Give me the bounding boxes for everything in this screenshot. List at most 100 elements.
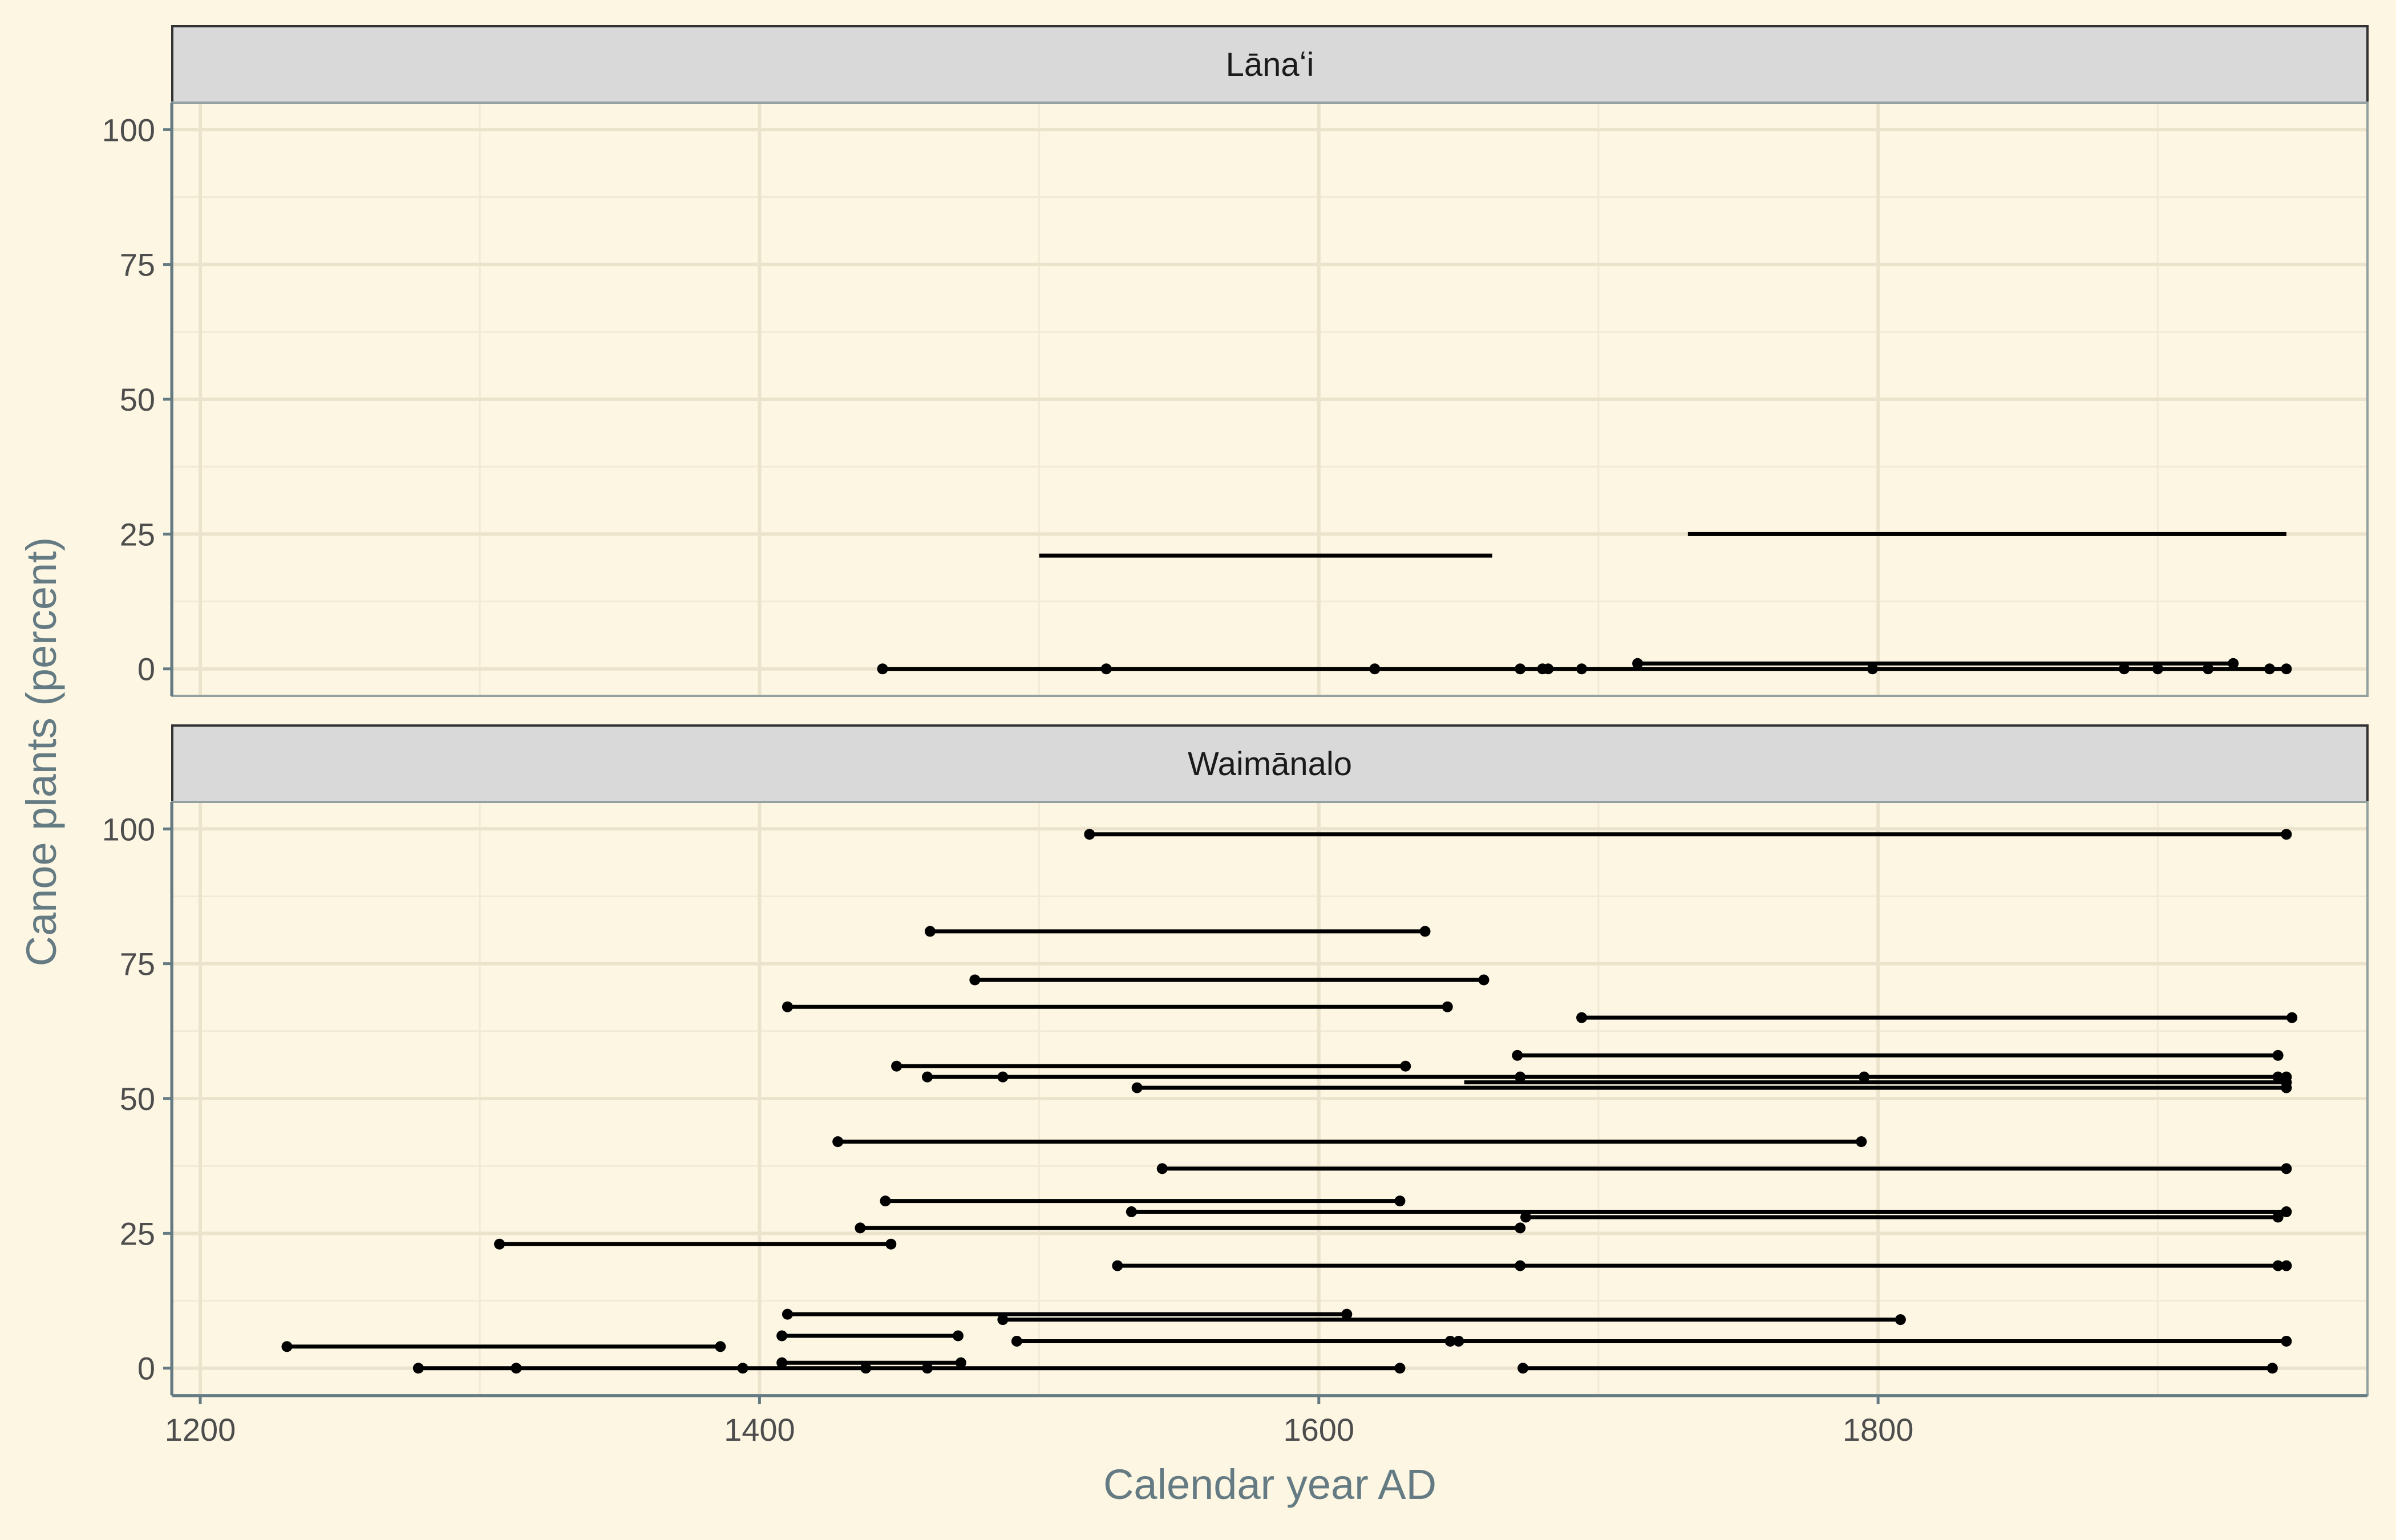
y-tick-label: 25: [120, 1215, 155, 1251]
strip-label-lanai: Lānaʻi: [1226, 46, 1314, 83]
data-point: [1084, 829, 1095, 840]
data-point: [2267, 1363, 2278, 1374]
data-point: [885, 1238, 897, 1250]
data-point: [2203, 663, 2214, 675]
data-point: [281, 1341, 293, 1352]
data-point: [1394, 1195, 1406, 1207]
strip-label-waimanalo: Waimānalo: [1188, 745, 1352, 783]
data-point: [1112, 1260, 1123, 1271]
x-tick-label: 1800: [1843, 1412, 1914, 1448]
data-point: [715, 1341, 726, 1352]
data-point: [1895, 1314, 1906, 1326]
data-point: [1453, 1335, 1464, 1347]
data-point: [1442, 1001, 1453, 1012]
data-point: [511, 1363, 522, 1374]
data-point: [2281, 1206, 2292, 1218]
data-point: [1400, 1060, 1411, 1072]
data-point: [2119, 663, 2130, 675]
y-tick-label: 50: [120, 1081, 155, 1117]
data-point: [1126, 1206, 1137, 1218]
data-point: [1478, 974, 1490, 986]
data-point: [955, 1357, 966, 1368]
data-point: [922, 1363, 933, 1374]
data-point: [1156, 1163, 1168, 1174]
data-point: [2272, 1211, 2284, 1223]
data-point: [922, 1071, 933, 1083]
data-point: [776, 1330, 788, 1342]
data-point: [1856, 1136, 1867, 1148]
data-point: [1419, 926, 1431, 937]
y-tick-label: 100: [102, 811, 155, 847]
y-axis-lanai: 0 25 50 75 100: [102, 103, 173, 696]
data-point: [924, 926, 936, 937]
y-tick-label: 50: [120, 382, 155, 418]
data-point: [1512, 1049, 1523, 1061]
data-point: [2281, 829, 2292, 840]
data-point: [412, 1363, 424, 1374]
data-point: [782, 1308, 793, 1320]
y-tick-label: 100: [102, 112, 155, 148]
data-point: [2286, 1012, 2298, 1023]
y-tick-label: 25: [120, 516, 155, 552]
data-point: [1632, 658, 1644, 669]
panel-waimanalo: Waimānalo 0 25 50 75 100 1200 1400 1600 1800: [102, 724, 2369, 1448]
data-point: [2281, 1082, 2292, 1093]
marks-lanai: [877, 532, 2292, 675]
y-tick-label: 0: [137, 1351, 155, 1387]
strip-waimanalo: [171, 724, 2369, 803]
data-point: [855, 1222, 866, 1234]
data-point: [2264, 663, 2275, 675]
data-point: [1576, 1012, 1588, 1023]
data-point: [776, 1357, 788, 1368]
data-point: [494, 1238, 505, 1250]
data-point: [1011, 1335, 1022, 1347]
x-tick-label: 1200: [165, 1412, 236, 1448]
y-axis-waimanalo: 0 25 50 75 100: [102, 802, 173, 1395]
data-point: [2272, 1260, 2284, 1271]
data-point: [1444, 1335, 1456, 1347]
x-axis-title: Calendar year AD: [1103, 1461, 1436, 1508]
panel-lanai: Lānaʻi 0 25 50 75 100: [102, 25, 2369, 697]
data-point: [2281, 663, 2292, 675]
data-point: [1576, 663, 1588, 675]
y-tick-label: 0: [137, 651, 155, 687]
y-tick-label: 75: [120, 946, 155, 982]
data-point: [1369, 663, 1381, 675]
data-point: [997, 1071, 1009, 1083]
x-tick-label: 1600: [1283, 1412, 1354, 1448]
data-point: [1515, 663, 1526, 675]
data-point: [1867, 663, 1878, 675]
data-point: [1543, 663, 1554, 675]
data-point: [2228, 658, 2239, 669]
data-point: [2272, 1049, 2284, 1061]
data-point: [1515, 1260, 1526, 1271]
data-point: [969, 974, 981, 986]
data-point: [832, 1136, 844, 1148]
data-point: [782, 1001, 793, 1012]
data-point: [1341, 1308, 1353, 1320]
data-point: [2281, 1335, 2292, 1347]
strip-lanai: [171, 25, 2369, 104]
data-point: [1515, 1071, 1526, 1083]
data-point: [877, 663, 888, 675]
data-point: [2281, 1260, 2292, 1271]
y-axis-title: Canoe plants (percent): [18, 537, 65, 967]
data-point: [1100, 663, 1112, 675]
data-point: [1515, 1222, 1526, 1234]
data-point: [1394, 1363, 1406, 1374]
data-point: [952, 1330, 964, 1342]
data-point: [1520, 1211, 1532, 1223]
x-axis: 1200 1400 1600 1800: [165, 1394, 2367, 1448]
data-point: [880, 1195, 891, 1207]
data-point: [891, 1060, 902, 1072]
data-point: [2272, 1071, 2284, 1083]
y-tick-label: 75: [120, 247, 155, 283]
data-point: [737, 1363, 748, 1374]
marks-waimanalo: [281, 829, 2298, 1374]
data-point: [1859, 1071, 1870, 1083]
data-point: [997, 1314, 1009, 1326]
data-point: [2152, 663, 2163, 675]
data-point: [1517, 1363, 1529, 1374]
data-point: [1131, 1082, 1143, 1093]
